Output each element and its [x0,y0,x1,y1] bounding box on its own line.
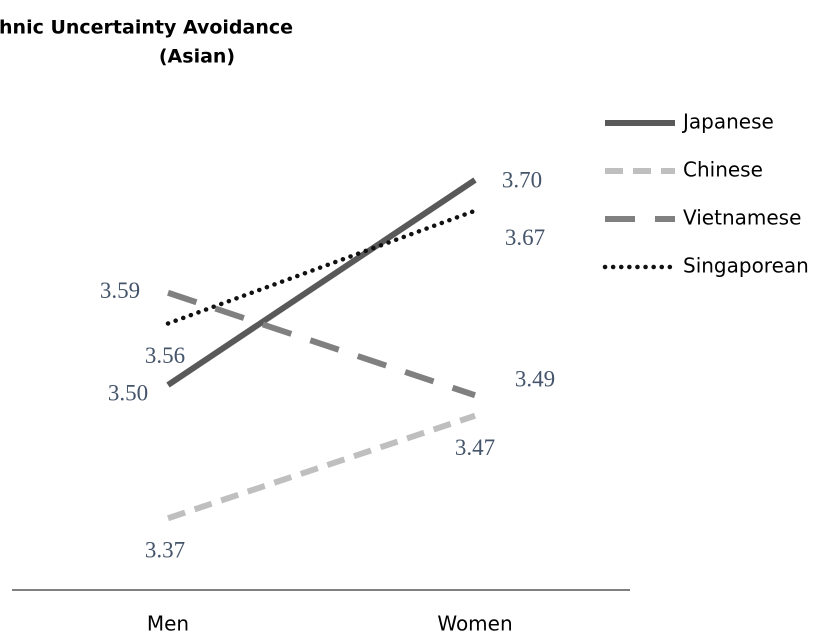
line-series [167,289,476,399]
data-label: 3.59 [100,278,140,303]
chart-title: Ethnic Uncertainty Avoidance [0,17,293,39]
data-label: 3.47 [455,435,495,460]
x-tick-label: Men [147,612,189,635]
line-series [167,412,476,522]
data-label: 3.37 [145,538,185,563]
legend-label: Vietnamese [683,206,801,230]
legend-label: Japanese [681,110,774,134]
line-series [166,177,477,388]
legend-label: Chinese [683,158,763,182]
data-label: 3.67 [505,225,545,250]
line-series [165,208,478,326]
x-tick-label: Women [437,612,512,635]
data-label: 3.50 [108,380,148,405]
data-label: 3.56 [145,343,185,368]
chart-title: (Asian) [159,46,235,68]
legend-label: Singaporean [683,254,809,278]
data-label: 3.70 [502,167,542,192]
data-label: 3.49 [515,367,555,392]
